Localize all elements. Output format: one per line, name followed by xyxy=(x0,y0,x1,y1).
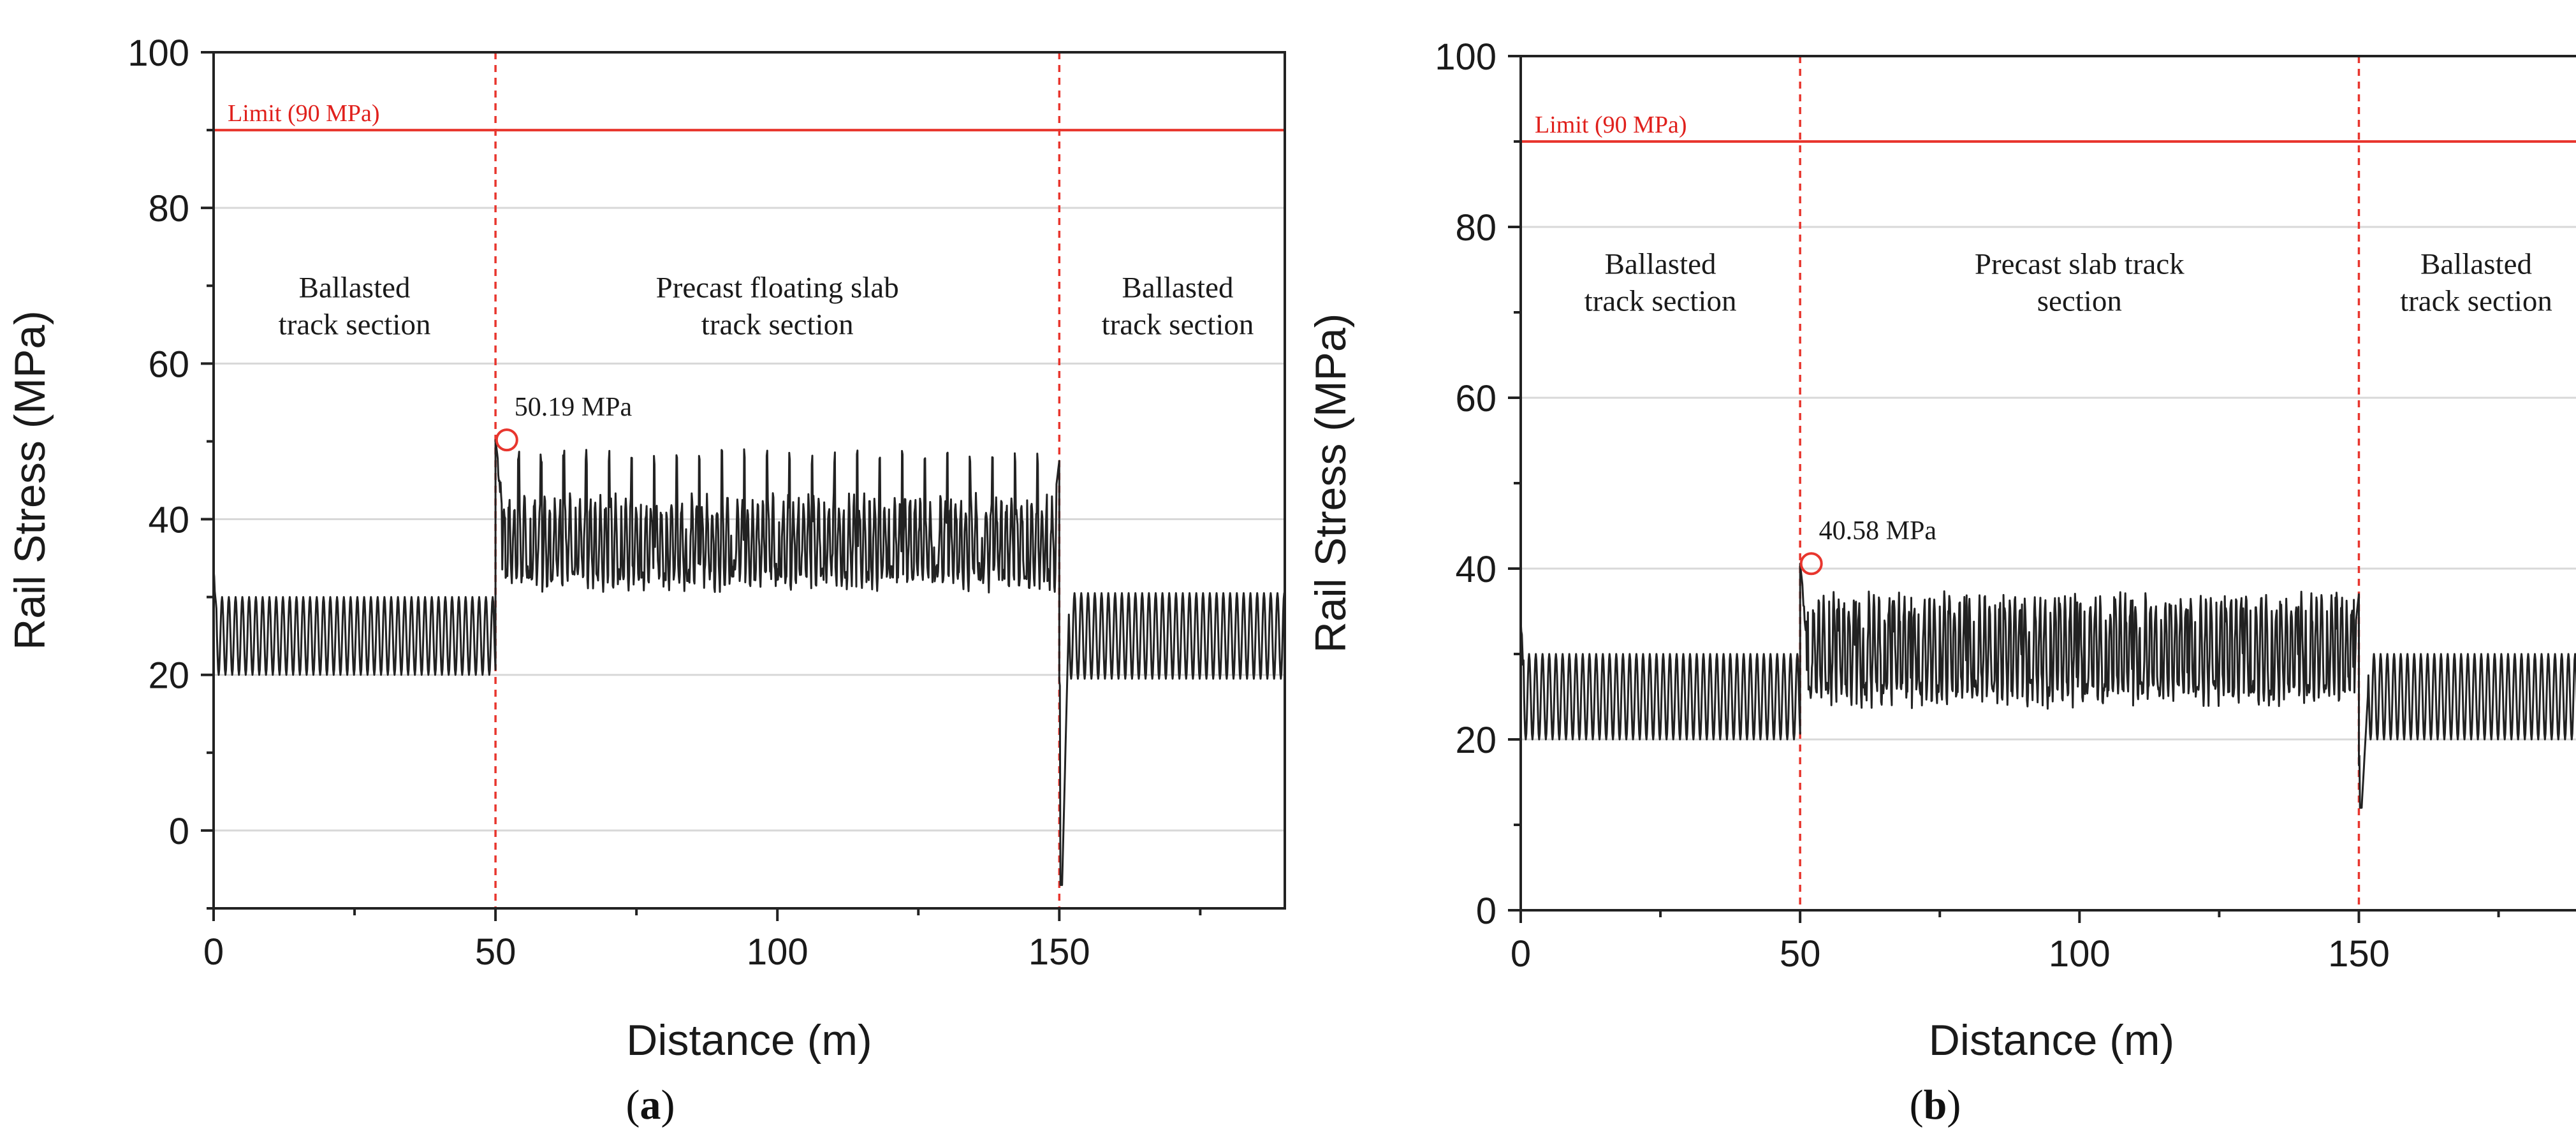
section-label-line: section xyxy=(2037,285,2122,318)
y-tick-label-20: 20 xyxy=(1455,720,1497,761)
limit-label: Limit (90 MPa) xyxy=(1535,112,1687,138)
y-tick-label-100: 100 xyxy=(1435,36,1497,78)
y-tick-label-40: 40 xyxy=(148,500,189,541)
section-label-line: track section xyxy=(1584,285,1737,318)
series-rail-stress xyxy=(1521,562,2576,809)
plot-frame xyxy=(1519,55,2576,912)
plot-frame xyxy=(212,51,1286,910)
section-label-line: track section xyxy=(701,309,854,342)
x-tick-label-0: 0 xyxy=(203,931,224,973)
series-rail-stress xyxy=(214,439,1285,886)
panel-label-open: ( xyxy=(626,1082,640,1128)
panel-label-letter: a xyxy=(640,1082,661,1128)
section-label-line: track section xyxy=(279,309,431,342)
x-axis-title: Distance (m) xyxy=(1929,1016,2174,1065)
section-label-3: Ballasted track section xyxy=(2400,248,2552,318)
y-axis-title: Rail Stress (MPa) xyxy=(1306,314,1355,653)
x-tick-label-150: 150 xyxy=(2328,933,2390,975)
y-tick-label-100: 100 xyxy=(128,33,189,74)
panel-label-close: ) xyxy=(661,1082,675,1128)
section-label-3: Ballasted track section xyxy=(1102,272,1254,342)
limit-label: Limit (90 MPa) xyxy=(228,100,380,127)
section-label-line: Ballasted xyxy=(2420,248,2532,281)
peak-label: 40.58 MPa xyxy=(1819,516,1937,546)
panel-label-close: ) xyxy=(1947,1082,1961,1128)
y-tick-label-60: 60 xyxy=(148,344,189,385)
y-axis-title: Rail Stress (MPa) xyxy=(6,310,54,650)
peak-label: 50.19 MPa xyxy=(515,393,633,422)
section-label-line: Ballasted xyxy=(1122,272,1234,305)
y-tick-label-80: 80 xyxy=(1455,207,1497,249)
y-tick-label-0: 0 xyxy=(1476,890,1497,932)
x-tick-label-50: 50 xyxy=(475,931,516,973)
section-label-1: Ballasted track section xyxy=(1584,248,1737,318)
x-axis-title: Distance (m) xyxy=(626,1016,872,1065)
y-tick-label-40: 40 xyxy=(1455,549,1497,590)
section-label-line: Precast floating slab xyxy=(656,272,899,305)
section-label-line: track section xyxy=(1102,309,1254,342)
panel-label: (a) xyxy=(626,1082,675,1128)
peak-marker xyxy=(495,428,518,452)
y-tick-label-60: 60 xyxy=(1455,378,1497,419)
x-tick-label-150: 150 xyxy=(1028,931,1090,973)
chart-panel-b: Limit (90 MPa) 40.58 MPa Ballasted track se… xyxy=(1306,36,2576,1128)
y-tick-label-20: 20 xyxy=(148,655,189,697)
panel-label-open: ( xyxy=(1910,1082,1924,1128)
x-tick-label-100: 100 xyxy=(747,931,809,973)
section-label-line: track section xyxy=(2400,285,2552,318)
peak-marker xyxy=(1799,552,1823,576)
section-label-1: Ballasted track section xyxy=(279,272,431,342)
section-label-line: Ballasted xyxy=(299,272,411,305)
section-label-2: Precast slab track section xyxy=(1975,248,2184,318)
section-label-2: Precast floating slab track section xyxy=(656,272,899,342)
chart-panel-a: Limit (90 MPa) 50.19 MPa Ballasted track se… xyxy=(6,33,1286,1128)
x-tick-label-0: 0 xyxy=(1511,933,1531,975)
y-tick-label-0: 0 xyxy=(169,811,189,852)
panel-label-letter: b xyxy=(1924,1082,1947,1128)
y-tick-label-80: 80 xyxy=(148,188,189,229)
section-label-line: Precast slab track xyxy=(1975,248,2184,281)
section-label-line: Ballasted xyxy=(1605,248,1716,281)
x-tick-label-100: 100 xyxy=(2049,933,2111,975)
panel-label: (b) xyxy=(1910,1082,1961,1128)
x-tick-label-50: 50 xyxy=(1780,933,1821,975)
